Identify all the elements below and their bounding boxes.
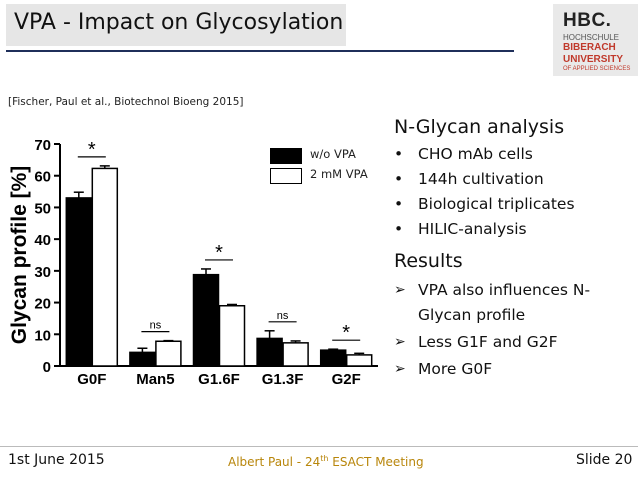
y-tick-label: 30: [34, 264, 51, 281]
arrow-bullet-icon: ➢: [394, 334, 406, 350]
y-tick-label: 0: [43, 359, 51, 376]
title-box: [6, 4, 346, 46]
title-bar: VPA - Impact on Glycosylation: [0, 0, 638, 60]
legend-swatch-wo-vpa: [270, 148, 302, 164]
significance-label: *: [342, 322, 350, 344]
y-tick-label: 60: [34, 169, 51, 186]
significance-label: ns: [150, 320, 162, 332]
university-logo: HBC. HOCHSCHULE BIBERACH UNIVERSITY OF A…: [553, 4, 638, 76]
citation: [Fischer, Paul et al., Biotechnol Bioeng…: [8, 96, 244, 108]
footer-rule: [0, 446, 638, 447]
x-tick-label: G1.6F: [198, 371, 240, 388]
method-bullet: CHO mAb cells: [394, 142, 634, 167]
significance-label: *: [215, 242, 223, 264]
bar-vpa: [91, 167, 119, 367]
result-item: ➢ More G0F: [394, 357, 634, 382]
method-bullet: Biological triplicates: [394, 192, 634, 217]
logo-line-1: HBC.: [563, 10, 612, 31]
results-heading: Results: [394, 250, 463, 272]
results-list: ➢ VPA also influences N-Glycan profile ➢ L…: [394, 278, 634, 382]
y-tick-label: 40: [34, 232, 51, 249]
footer-date: 1st June 2015: [8, 452, 105, 468]
chart-significance: * ns * ns *: [77, 139, 361, 344]
significance-label: ns: [277, 310, 289, 322]
result-item: ➢ Less G1F and G2F: [394, 330, 634, 355]
y-tick-label: 70: [34, 137, 51, 154]
y-tick-label: 20: [34, 296, 51, 313]
y-tick-label: 10: [34, 327, 51, 344]
bar-wo-vpa: [192, 273, 220, 367]
n-glycan-heading: N-Glycan analysis: [394, 116, 565, 138]
method-bullet-list: CHO mAb cells 144h cultivation Biologica…: [394, 142, 634, 242]
result-text: More G0F: [418, 360, 493, 378]
y-tick-label: 50: [34, 200, 51, 217]
logo-line-4: UNIVERSITY: [563, 54, 624, 65]
logo-line-2: HOCHSCHULE: [563, 33, 620, 42]
method-bullet: 144h cultivation: [394, 167, 634, 192]
result-text: VPA also influences N-Glycan profile: [418, 281, 591, 324]
x-tick-label: Man5: [136, 371, 174, 388]
arrow-bullet-icon: ➢: [394, 361, 406, 377]
x-tick-label: G2F: [332, 371, 361, 388]
chart-axes: 0 10 20 30 40 50 60 70 G0F Man5 G1.6F G1.3F G2F: [34, 137, 378, 388]
bar-wo-vpa: [319, 349, 347, 367]
legend-label-vpa: 2 mM VPA: [310, 167, 368, 181]
bar-wo-vpa: [256, 337, 283, 367]
x-tick-label: G1.3F: [262, 371, 304, 388]
right-panel: N-Glycan analysis CHO mAb cells 144h cul…: [394, 116, 634, 384]
footer-presenter-suffix: ESACT Meeting: [328, 455, 424, 469]
bar-vpa: [218, 304, 246, 367]
title-rule: [6, 50, 514, 52]
bar-vpa: [155, 340, 182, 367]
chart-bars: [65, 165, 373, 367]
footer-presenter-sup: th: [320, 454, 329, 463]
legend-label-wo-vpa: w/o VPA: [310, 147, 356, 161]
logo-line-5: OF APPLIED SCIENCES: [563, 66, 631, 72]
result-text: Less G1F and G2F: [418, 333, 558, 351]
bar-vpa: [282, 342, 309, 367]
x-tick-label: G0F: [77, 371, 106, 388]
result-item: ➢ VPA also influences N-Glycan profile: [394, 278, 634, 328]
arrow-bullet-icon: ➢: [394, 282, 406, 298]
significance-label: *: [88, 139, 96, 161]
bar-vpa: [345, 354, 373, 367]
y-axis-label: Glycan profile [%]: [8, 166, 31, 345]
logo-line-3: BIBERACH: [563, 42, 616, 53]
method-bullet: HILIC-analysis: [394, 217, 634, 242]
footer-slide-number: Slide 20: [576, 452, 633, 468]
slide-title: VPA - Impact on Glycosylation: [14, 10, 344, 35]
footer-presenter-prefix: Albert Paul - 24: [228, 455, 321, 469]
bar-wo-vpa: [129, 351, 156, 367]
bar-wo-vpa: [65, 197, 93, 367]
legend-swatch-vpa: [270, 168, 302, 184]
footer-presenter: Albert Paul - 24th ESACT Meeting: [228, 454, 424, 469]
